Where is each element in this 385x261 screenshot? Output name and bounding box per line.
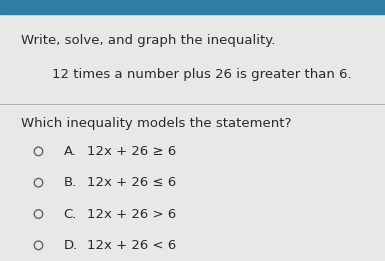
Bar — [0, 0, 385, 14]
Text: 12x + 26 ≥ 6: 12x + 26 ≥ 6 — [87, 145, 176, 158]
Text: Which inequality models the statement?: Which inequality models the statement? — [21, 117, 291, 130]
Text: Write, solve, and graph the inequality.: Write, solve, and graph the inequality. — [21, 34, 276, 47]
Text: 12x + 26 > 6: 12x + 26 > 6 — [87, 207, 176, 221]
Text: 12 times a number plus 26 is greater than 6.: 12 times a number plus 26 is greater tha… — [52, 68, 352, 81]
Text: 12x + 26 ≤ 6: 12x + 26 ≤ 6 — [87, 176, 176, 189]
Text: B.: B. — [64, 176, 77, 189]
Text: 12x + 26 < 6: 12x + 26 < 6 — [87, 239, 176, 252]
Text: C.: C. — [64, 207, 77, 221]
Text: D.: D. — [64, 239, 78, 252]
Text: A.: A. — [64, 145, 77, 158]
